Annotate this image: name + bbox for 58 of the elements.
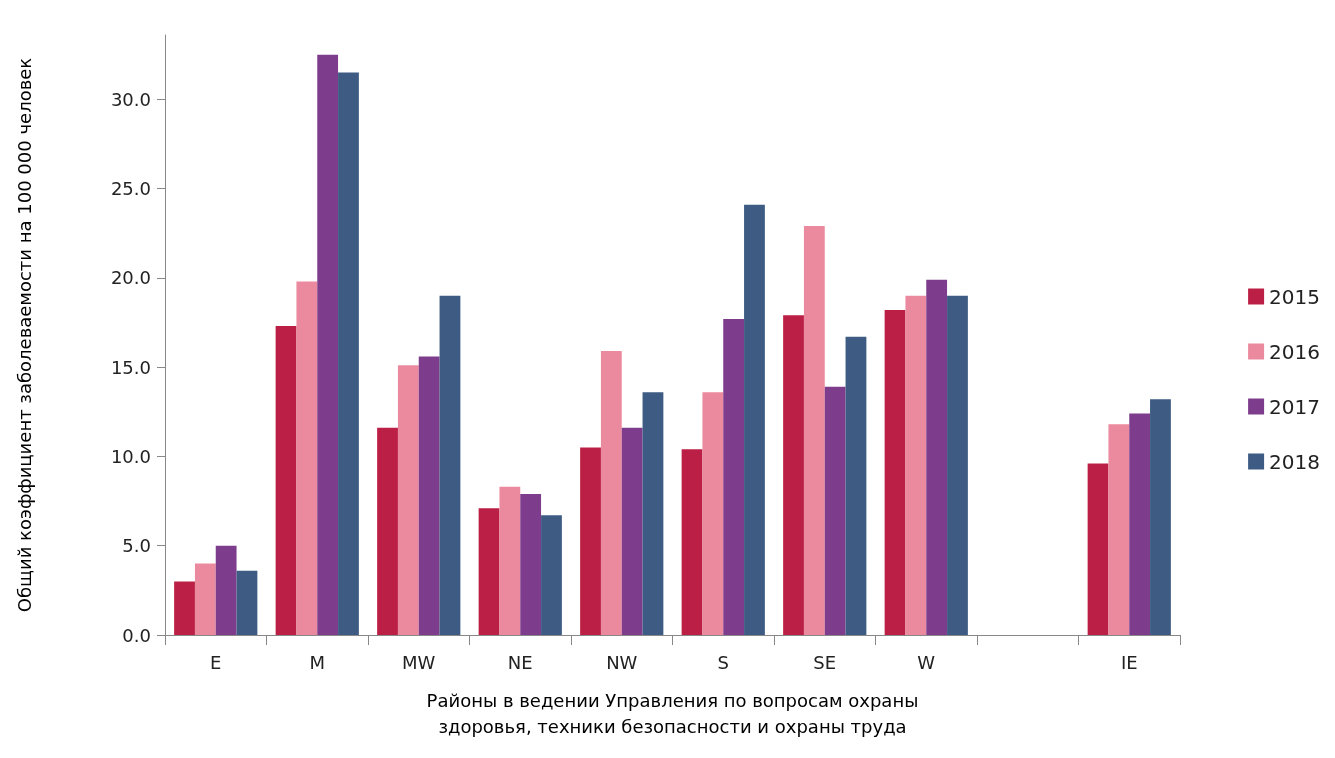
bar [783,315,804,635]
bar [702,392,724,635]
x-tick-label: SE [813,651,837,673]
y-tick-label: 15.0 [110,356,151,378]
bar [194,563,216,635]
bar [1087,463,1109,635]
bar [744,204,765,635]
bar [377,427,398,635]
x-tick-label: S [717,651,729,673]
bar [541,515,562,635]
y-tick-label: 5.0 [122,535,151,557]
bar [478,508,500,635]
bar [884,310,906,635]
bar [621,427,643,635]
bar [681,449,703,635]
x-tick-label: MW [402,651,436,673]
legend-label: 2015 [1269,284,1321,309]
bar [723,318,745,635]
legend-label: 2017 [1269,394,1321,419]
bar [845,336,867,635]
bar [317,54,339,635]
x-tick-label: IE [1120,651,1138,673]
legend-label: 2016 [1269,339,1321,364]
y-tick-label: 0.0 [122,624,151,646]
bar [275,326,297,635]
bar [947,295,968,635]
x-tick-label: E [210,651,222,673]
x-tick-label: NW [606,651,638,673]
x-tick-label: W [917,651,936,673]
bar [642,392,664,635]
x-tick-label: M [309,651,326,673]
bar [580,447,601,635]
bar [296,281,318,635]
y-tick-label: 20.0 [110,267,151,289]
bar [215,545,237,635]
y-axis-title: Общий коэффициент заболеваемости на 100 000 человек [13,57,35,613]
bar [926,279,948,635]
bar [905,295,927,635]
bar [824,386,846,635]
bar [418,356,440,635]
bar [600,351,622,635]
bar [338,72,359,635]
bar [1108,424,1130,635]
bar [803,226,825,635]
y-tick-label: 30.0 [110,88,151,110]
bar [499,486,521,635]
y-tick-label: 25.0 [110,178,151,200]
bar [174,581,195,635]
bar [439,295,461,635]
bar [236,570,258,635]
bar [1150,399,1171,635]
y-tick-label: 10.0 [110,445,151,467]
bar [397,365,419,635]
bar [1129,413,1151,635]
bar [520,493,542,635]
x-tick-label: NE [507,651,533,673]
legend-label: 2018 [1269,449,1321,474]
x-axis-title: Районы в ведении Управления по вопросам охраны здоровья, техники безопасности и охраны труда [426,689,919,737]
